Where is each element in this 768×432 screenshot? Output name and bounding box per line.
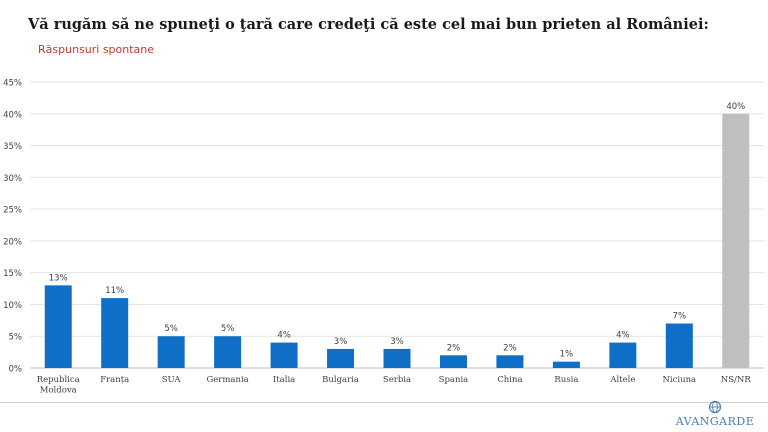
data-label: 11% — [105, 286, 124, 296]
data-label: 4% — [616, 331, 630, 341]
x-tick-label: NS/NR — [721, 375, 752, 385]
bar — [665, 323, 693, 368]
x-tick-label: Republica — [37, 375, 80, 385]
x-tick-label: Bulgaria — [322, 375, 359, 385]
y-tick-label: 15% — [3, 269, 22, 279]
logo-text: AVANGARDE — [675, 415, 755, 428]
bar — [722, 113, 750, 369]
bar — [609, 342, 637, 368]
data-label: 3% — [334, 337, 348, 347]
data-label: 5% — [164, 324, 178, 334]
avangarde-logo: AVANGARDE — [675, 400, 755, 428]
y-tick-label: 30% — [3, 174, 22, 184]
y-tick-label: 0% — [9, 365, 23, 375]
data-label: 2% — [503, 343, 517, 353]
x-tick-label: Germania — [206, 375, 248, 385]
data-label: 1% — [560, 350, 574, 360]
x-tick-label: Altele — [609, 375, 635, 385]
footer-divider — [0, 402, 768, 403]
x-tick-label: SUA — [162, 375, 182, 385]
y-tick-label: 35% — [3, 142, 22, 152]
chart-subtitle: Răspunsuri spontane — [38, 43, 155, 56]
data-label: 7% — [673, 312, 687, 322]
data-label: 2% — [447, 343, 461, 353]
bar — [327, 348, 355, 368]
x-tick-label: China — [497, 375, 522, 385]
y-tick-label: 5% — [9, 333, 23, 343]
y-tick-label: 25% — [3, 206, 22, 216]
bar — [383, 348, 411, 368]
x-tick-label: Franța — [100, 375, 129, 385]
x-tick-label: Serbia — [383, 375, 411, 385]
bar — [101, 298, 129, 368]
data-label: 5% — [221, 324, 235, 334]
bar — [214, 336, 242, 368]
x-tick-label: Italia — [273, 375, 295, 385]
data-label: 13% — [49, 273, 68, 283]
x-tick-label: Niciuna — [662, 375, 696, 385]
chart-title: Vă rugăm să ne spuneţi o ţară care crede… — [28, 16, 709, 33]
y-tick-label: 45% — [3, 79, 22, 89]
data-label: 40% — [726, 102, 745, 112]
bar — [439, 355, 467, 368]
y-tick-label: 40% — [3, 110, 22, 120]
bar — [44, 285, 72, 368]
data-label: 4% — [277, 331, 291, 341]
y-tick-label: 10% — [3, 301, 22, 311]
bar — [552, 361, 580, 368]
data-label: 3% — [390, 337, 404, 347]
x-tick-label: Rusia — [554, 375, 578, 385]
globe-icon — [708, 400, 722, 414]
bar — [270, 342, 298, 368]
bar — [157, 336, 185, 368]
x-tick-label: Spania — [439, 375, 469, 385]
x-tick-label: Moldova — [40, 386, 77, 396]
y-tick-label: 20% — [3, 237, 22, 247]
bar — [496, 355, 524, 368]
